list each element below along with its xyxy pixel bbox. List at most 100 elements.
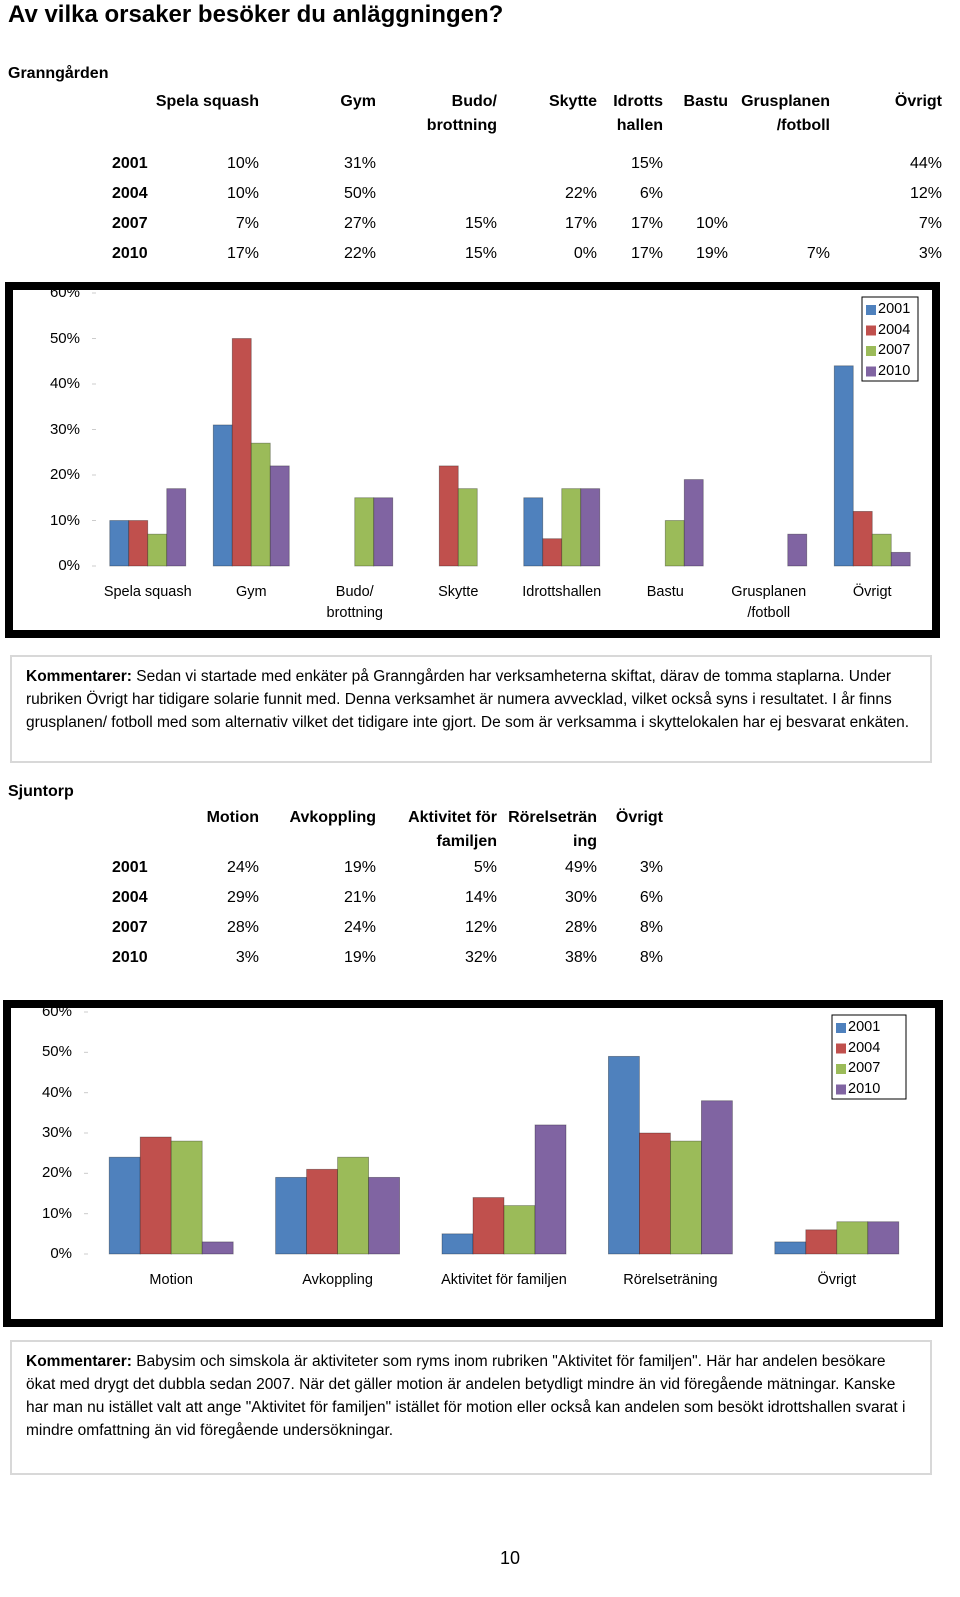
- bar: [561, 488, 582, 567]
- column-header: Motion: [206, 809, 259, 826]
- x-tick-label: Spela squash: [103, 584, 192, 600]
- legend-swatch: [836, 1084, 846, 1095]
- table-cell: 38%: [564, 949, 597, 966]
- bar: [354, 497, 375, 567]
- comment-label: Kommentarer:: [26, 1353, 132, 1370]
- table-cell: 31%: [343, 155, 376, 172]
- legend-swatch: [866, 325, 876, 336]
- y-tick-label: 40%: [41, 1083, 72, 1101]
- column-header: Rörelseträn ing: [508, 809, 597, 850]
- x-tick-label: Övrigt: [817, 1272, 857, 1288]
- table-cell: 6%: [639, 185, 663, 202]
- bar: [275, 1176, 308, 1255]
- bar: [201, 1241, 234, 1255]
- table-cell: 5%: [473, 859, 497, 876]
- section-title: Sjuntorp: [8, 783, 74, 800]
- bar: [871, 533, 892, 567]
- table-cell: 7%: [235, 215, 259, 232]
- section-title: Granngården: [8, 65, 109, 82]
- bar: [670, 1140, 702, 1255]
- table-cell: 0%: [573, 245, 597, 262]
- row-year: 2010: [112, 245, 148, 262]
- row-year: 2004: [112, 889, 148, 906]
- table-cell: 7%: [806, 245, 830, 262]
- row-year: 2004: [112, 185, 148, 202]
- y-tick-label: 0%: [58, 557, 80, 574]
- column-header: Övrigt: [894, 93, 942, 110]
- legend-swatch: [836, 1043, 846, 1054]
- bar: [231, 338, 252, 567]
- bar: [128, 520, 149, 567]
- x-tick-label: Budo/ brottning: [326, 584, 383, 621]
- legend-swatch: [836, 1064, 846, 1074]
- bar: [472, 1197, 505, 1255]
- bar: [438, 465, 459, 567]
- legend-label: 2010: [878, 362, 911, 379]
- table-cell: 10%: [226, 185, 259, 202]
- table-cell: 32%: [464, 949, 497, 966]
- bar: [683, 479, 704, 567]
- bar: [441, 1233, 474, 1255]
- x-tick-label: Motion: [149, 1272, 193, 1288]
- table-cell: 24%: [343, 919, 376, 936]
- x-tick-label: Övrigt: [852, 584, 892, 600]
- legend-swatch: [866, 346, 876, 356]
- table-cell: 28%: [564, 919, 597, 936]
- page-title: Av vilka orsaker besöker du anläggningen…: [8, 1, 504, 28]
- table-cell: 10%: [695, 215, 728, 232]
- table-cell: 22%: [343, 245, 376, 262]
- table-cell: 27%: [343, 215, 376, 232]
- bar: [306, 1168, 339, 1255]
- row-year: 2010: [112, 949, 148, 966]
- column-header: Spela squash: [155, 93, 259, 110]
- bar: [534, 1124, 567, 1255]
- legend-label: 2007: [878, 342, 911, 358]
- comment-box: Kommentarer: Sedan vi startade med enkät…: [10, 655, 932, 763]
- legend-label: 2004: [848, 1039, 881, 1056]
- row-year: 2001: [112, 859, 148, 876]
- bar: [836, 1221, 869, 1255]
- comment-text: Sedan vi startade med enkäter på Granngå…: [26, 668, 910, 731]
- y-tick-label: 50%: [41, 1043, 72, 1061]
- y-tick-label: 30%: [49, 420, 80, 438]
- table-cell: 3%: [235, 949, 259, 966]
- legend-label: 2007: [848, 1060, 881, 1076]
- y-tick-label: 0%: [50, 1245, 72, 1262]
- table-cell: 24%: [226, 859, 259, 876]
- legend-label: 2010: [848, 1080, 881, 1097]
- table-cell: 12%: [909, 185, 942, 202]
- bar: [250, 442, 271, 567]
- comment-box: Kommentarer: Babysim och simskola är akt…: [10, 1340, 932, 1475]
- comment-text: Babysim och simskola är aktiviteter som …: [26, 1353, 906, 1439]
- table-cell: 15%: [464, 215, 497, 232]
- table-cell: 17%: [226, 245, 259, 262]
- table-cell: 10%: [226, 155, 259, 172]
- x-tick-label: Grusplanen /fotboll: [731, 584, 807, 621]
- bar: [147, 533, 168, 567]
- legend-label: 2004: [878, 321, 911, 338]
- column-header: Bastu: [683, 93, 728, 110]
- y-tick-label: 10%: [49, 511, 80, 529]
- row-year: 2007: [112, 919, 148, 936]
- bar: [805, 1229, 838, 1255]
- column-header: Avkoppling: [289, 809, 376, 826]
- bar: [890, 551, 911, 567]
- table-cell: 6%: [639, 889, 663, 906]
- bar: [212, 424, 233, 567]
- bar: [580, 488, 601, 567]
- table-cell: 14%: [464, 889, 497, 906]
- y-tick-label: 50%: [49, 329, 80, 347]
- table-cell: 8%: [639, 919, 663, 936]
- bar: [639, 1132, 671, 1255]
- column-header: Idrotts hallen: [613, 93, 663, 134]
- y-tick-label: 20%: [41, 1164, 72, 1182]
- bar: [833, 365, 854, 567]
- legend-swatch: [836, 1023, 846, 1033]
- table-cell: 15%: [464, 245, 497, 262]
- bar: [373, 497, 394, 567]
- bar: [457, 488, 478, 567]
- bar: [664, 520, 685, 567]
- bar: [774, 1241, 807, 1255]
- row-year: 2007: [112, 215, 148, 232]
